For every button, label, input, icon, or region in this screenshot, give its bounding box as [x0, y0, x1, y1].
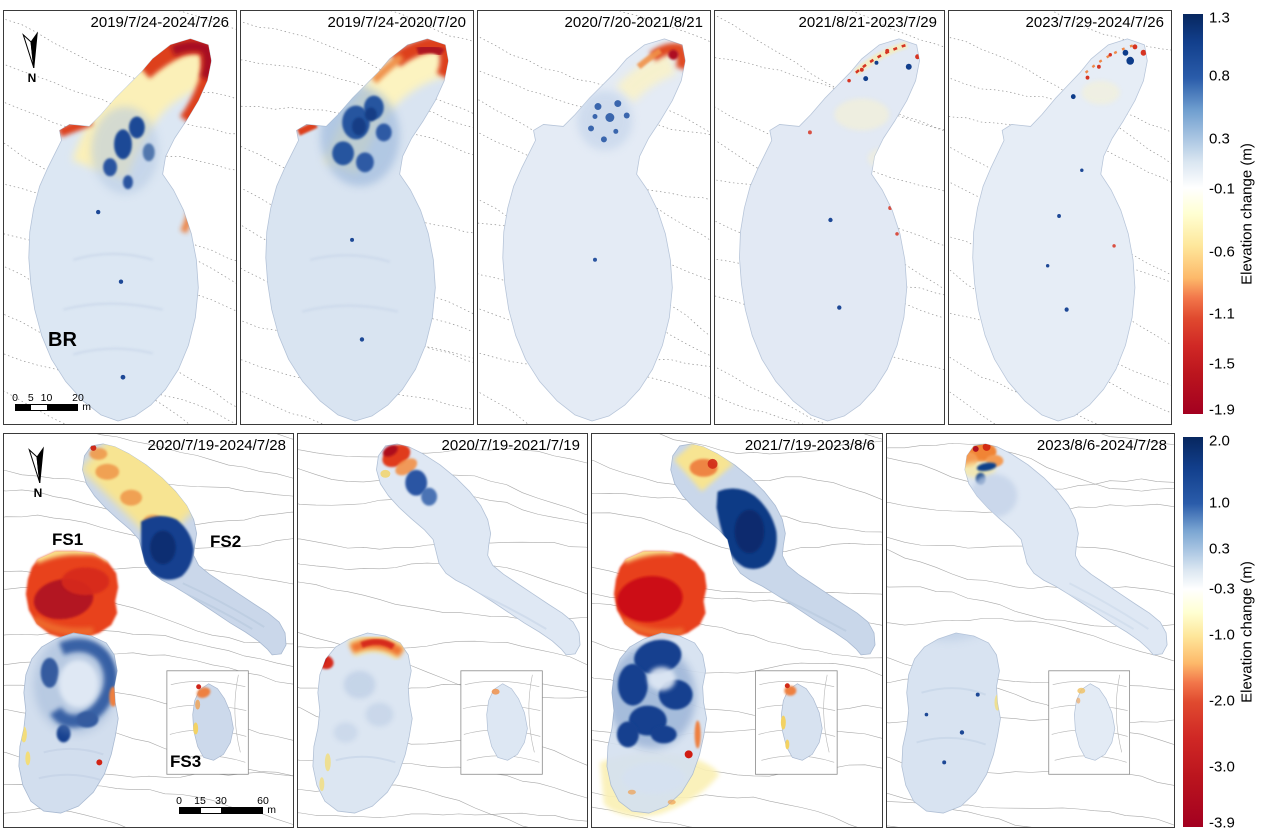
- fs3-inset: [166, 670, 249, 775]
- north-label: N: [27, 71, 37, 85]
- map-panel-br-2023-2024: 2023/7/29-2024/7/26: [948, 10, 1172, 425]
- colorbar-tick: -1.1: [1209, 305, 1235, 323]
- map-canvas: [478, 11, 710, 424]
- inset-contours: [1050, 674, 1128, 763]
- panel-title: 2023/8/6-2024/7/28: [1036, 437, 1167, 454]
- glacier-br: [28, 38, 212, 422]
- colorbar-tick: -0.6: [1209, 243, 1235, 261]
- colorbar-tick: -3.0: [1209, 758, 1235, 776]
- map-panel-fs-2020-2021: 2020/7/19-2021/7/19: [297, 433, 588, 828]
- lobes: [18, 443, 287, 814]
- region-label-fs2: FS2: [210, 532, 242, 551]
- colorbar-axis-label: Elevation change (m): [1238, 143, 1256, 285]
- colorbar-tick: -2.0: [1209, 692, 1235, 710]
- panel-title: 2020/7/20-2021/8/21: [564, 14, 703, 31]
- colorbar-tick: 0.8: [1209, 67, 1230, 85]
- north-arrow: N: [26, 446, 50, 500]
- glacier-br: [738, 38, 921, 422]
- colorbar-tick: -0.1: [1209, 180, 1235, 198]
- scale-tick: 20: [72, 392, 84, 404]
- colorbar-tick: -0.3: [1209, 580, 1235, 598]
- scale-bar-rule: [179, 807, 263, 814]
- lobes: [599, 443, 876, 817]
- map-panel-fs-2020-2024: 2020/7/19-2024/7/28 N FS1 FS2 FS3 0 15 3…: [3, 433, 294, 828]
- panel-title: 2023/7/29-2024/7/26: [1025, 14, 1164, 31]
- map-panel-br-2020-2021: 2020/7/20-2021/8/21: [477, 10, 711, 425]
- scale-tick: 60: [257, 795, 269, 807]
- colorbar-gradient: [1183, 14, 1203, 414]
- map-panel-br-2021-2023: 2021/8/21-2023/7/29: [714, 10, 945, 425]
- glacier-br: [972, 38, 1148, 422]
- scale-tick: 5: [27, 392, 34, 404]
- north-arrow: N: [20, 31, 44, 85]
- map-canvas: [4, 11, 236, 424]
- colorbar-tick: 2.0: [1209, 432, 1230, 450]
- map-canvas: [887, 434, 1174, 827]
- north-arrow-icon: [28, 446, 44, 484]
- lobes: [901, 443, 1168, 814]
- colorbar-tick: -3.9: [1209, 814, 1235, 831]
- colorbar-tick: -1.9: [1209, 401, 1235, 419]
- north-label: N: [33, 486, 43, 500]
- map-canvas: [592, 434, 882, 827]
- colorbar-tick: -1.0: [1209, 626, 1235, 644]
- scale-bar-ticks: 0 15 30 60: [176, 795, 269, 807]
- north-arrow-icon: [22, 31, 38, 69]
- panel-title: 2019/7/24-2024/7/26: [90, 14, 229, 31]
- colorbar-gradient: [1183, 437, 1203, 827]
- map-canvas: [715, 11, 944, 424]
- map-panel-br-2019-2024: 2019/7/24-2024/7/26 N BR 0 5 10 20 m: [3, 10, 237, 425]
- colorbar-tick: 0.3: [1209, 130, 1230, 148]
- scale-tick: 15: [194, 795, 206, 807]
- fs3-inset: [1048, 670, 1131, 775]
- scale-tick: 30: [215, 795, 227, 807]
- scale-bar: 0 5 10 20 m: [12, 392, 91, 413]
- scale-tick: 0: [176, 795, 182, 807]
- colorbar-axis-label: Elevation change (m): [1238, 561, 1256, 703]
- map-canvas: [4, 434, 293, 827]
- scale-bar: 0 15 30 60 m: [176, 795, 276, 816]
- fs3-inset: [460, 670, 543, 775]
- map-panel-br-2019-2020: 2019/7/24-2020/7/20: [240, 10, 474, 425]
- contour-lines-layer: [592, 434, 882, 827]
- region-label-fs3: FS3: [170, 752, 202, 771]
- scale-bar-rule: [15, 404, 78, 411]
- colorbar-top: 1.3 0.8 0.3 -0.1 -0.6 -1.1 -1.5 -1.9 Ele…: [1183, 10, 1256, 419]
- colorbar-tick: 1.3: [1209, 9, 1230, 27]
- scale-unit: m: [82, 401, 91, 413]
- colorbar-tick: -1.5: [1209, 355, 1235, 373]
- contour-lines-layer: [715, 11, 944, 424]
- scale-bar-ticks: 0 5 10 20: [12, 392, 84, 404]
- panel-title: 2021/8/21-2023/7/29: [798, 14, 937, 31]
- glacier-br: [265, 38, 449, 422]
- glacier-br: [502, 38, 686, 422]
- panel-title: 2020/7/19-2024/7/28: [147, 437, 286, 454]
- scale-tick: 0: [12, 392, 18, 404]
- map-panel-fs-2023-2024: 2023/8/6-2024/7/28: [886, 433, 1175, 828]
- fs3-inset: [755, 670, 838, 775]
- scale-tick: 10: [40, 392, 53, 404]
- map-canvas: [298, 443, 587, 827]
- panel-title: 2020/7/19-2021/7/19: [441, 437, 580, 454]
- map-canvas: [949, 11, 1171, 424]
- region-label-br: BR: [48, 329, 77, 351]
- panel-title: 2019/7/24-2020/7/20: [327, 14, 466, 31]
- region-label-fs1: FS1: [52, 530, 84, 549]
- map-panel-fs-2021-2023: 2021/7/19-2023/8/6: [591, 433, 883, 828]
- colorbar-bottom: 2.0 1.0 0.3 -0.3 -1.0 -2.0 -3.0 -3.9 Ele…: [1183, 432, 1256, 831]
- colorbar-tick: 1.0: [1209, 494, 1230, 512]
- colorbar-tick: 0.3: [1209, 540, 1230, 558]
- map-canvas: [241, 11, 473, 424]
- scale-unit: m: [267, 804, 276, 816]
- panel-title: 2021/7/19-2023/8/6: [744, 437, 875, 454]
